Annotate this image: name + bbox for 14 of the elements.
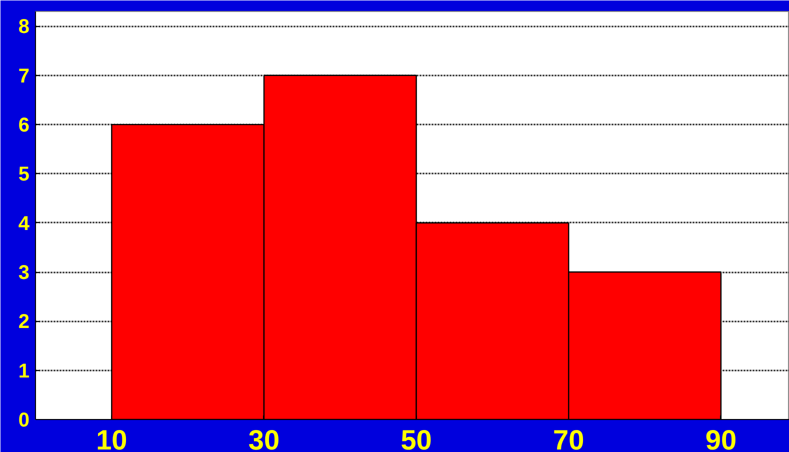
y-tick-label: 8 — [18, 16, 30, 38]
y-tick-label: 7 — [18, 65, 30, 88]
x-tick-label: 50 — [400, 424, 432, 452]
y-tick-label: 3 — [18, 262, 30, 284]
y-tick-label: 5 — [18, 164, 30, 186]
x-tick-label: 90 — [705, 424, 737, 452]
y-tick-label: 2 — [18, 311, 30, 334]
x-tick-label: 30 — [248, 424, 280, 452]
y-tick-label: 1 — [18, 360, 30, 382]
x-tick-label: 10 — [96, 424, 128, 452]
y-tick-label: 0 — [18, 410, 30, 432]
x-tick-label: 70 — [553, 424, 584, 452]
y-tick-label: 4 — [18, 212, 30, 235]
y-tick-label: 6 — [18, 114, 30, 137]
